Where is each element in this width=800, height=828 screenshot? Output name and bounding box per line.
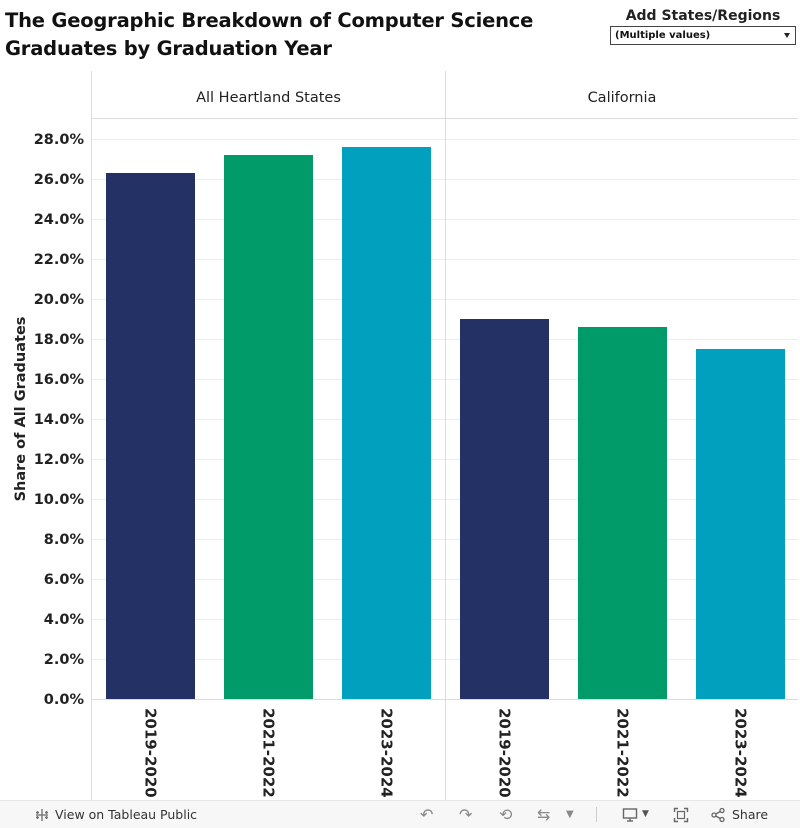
- y-tick-label: 28.0%: [34, 132, 85, 148]
- chart-title-line-1: The Geographic Breakdown of Computer Sci…: [5, 9, 534, 32]
- device-layout-button[interactable]: ▼: [622, 801, 649, 828]
- share-button[interactable]: Share: [710, 801, 768, 828]
- share-icon: [711, 807, 725, 822]
- refresh-icon[interactable]: ⇆: [537, 805, 551, 824]
- bar-chart: 0.0% 2.0% 4.0% 6.0% 8.0% 10.0% 12.0% 14.0% 16.0%…: [13, 71, 798, 800]
- fullscreen-icon: [673, 807, 689, 822]
- y-tick-label: 18.0%: [34, 332, 85, 348]
- states-regions-dropdown[interactable]: (Multiple values): [610, 26, 796, 45]
- y-tick-label: 6.0%: [44, 572, 85, 588]
- bar-2021-2022: [578, 327, 667, 699]
- x-tick-label: 2021-2022: [260, 708, 278, 798]
- device-dropdown-icon: ▼: [642, 809, 649, 819]
- dropdown-icon[interactable]: ▼: [566, 809, 574, 820]
- y-tick-label: 22.0%: [34, 252, 85, 268]
- y-tick-label: 4.0%: [44, 612, 85, 628]
- y-tick-label: 2.0%: [44, 652, 85, 668]
- x-tick-label: 2023-2024: [732, 708, 750, 798]
- y-tick-label: 24.0%: [34, 212, 85, 228]
- y-axis-title: Share of All Graduates: [13, 317, 29, 502]
- chevron-down-icon: [784, 33, 790, 38]
- x-tick-label: 2021-2022: [614, 708, 632, 798]
- tableau-toolbar: View on Tableau Public ↶ ↷ ⟲ ⇆ ▼ ▼ Share: [0, 800, 800, 828]
- y-tick-label: 16.0%: [34, 372, 85, 388]
- filter-selected-value: (Multiple values): [615, 30, 711, 41]
- device-icon: [622, 807, 638, 822]
- y-tick-label: 0.0%: [44, 692, 85, 708]
- y-tick-label: 8.0%: [44, 532, 85, 548]
- bar-2023-2024: [342, 147, 431, 699]
- x-tick-label: 2019-2020: [142, 708, 160, 798]
- panel-header: All Heartland States: [196, 90, 341, 106]
- x-tick-label: 2023-2024: [378, 708, 396, 798]
- toolbar-divider: [596, 807, 597, 822]
- bar-2021-2022: [224, 155, 313, 699]
- bar-2023-2024: [696, 349, 785, 699]
- view-on-tableau-public-label: View on Tableau Public: [55, 807, 198, 822]
- fullscreen-button[interactable]: [673, 801, 689, 828]
- chart-title: The Geographic Breakdown of Computer Sci…: [5, 7, 534, 63]
- bar-2019-2020: [460, 319, 549, 699]
- chart-title-line-2: Graduates by Graduation Year: [5, 37, 332, 60]
- share-label: Share: [732, 807, 769, 822]
- y-tick-label: 14.0%: [34, 412, 85, 428]
- panel-header: California: [588, 90, 657, 106]
- view-on-tableau-public-link[interactable]: View on Tableau Public: [34, 801, 197, 828]
- y-tick-label: 20.0%: [34, 292, 85, 308]
- states-regions-filter: Add States/Regions (Multiple values): [610, 6, 796, 45]
- filter-label: Add States/Regions: [625, 8, 781, 24]
- x-tick-label: 2019-2020: [496, 708, 514, 798]
- y-tick-label: 26.0%: [34, 172, 85, 188]
- bar-2019-2020: [106, 173, 195, 699]
- tableau-logo-icon: [36, 808, 48, 821]
- y-tick-label: 10.0%: [34, 492, 85, 508]
- redo-icon[interactable]: ↷: [459, 805, 473, 824]
- y-tick-label: 12.0%: [34, 452, 85, 468]
- undo-icon[interactable]: ↶: [420, 805, 434, 824]
- revert-icon[interactable]: ⟲: [499, 805, 513, 824]
